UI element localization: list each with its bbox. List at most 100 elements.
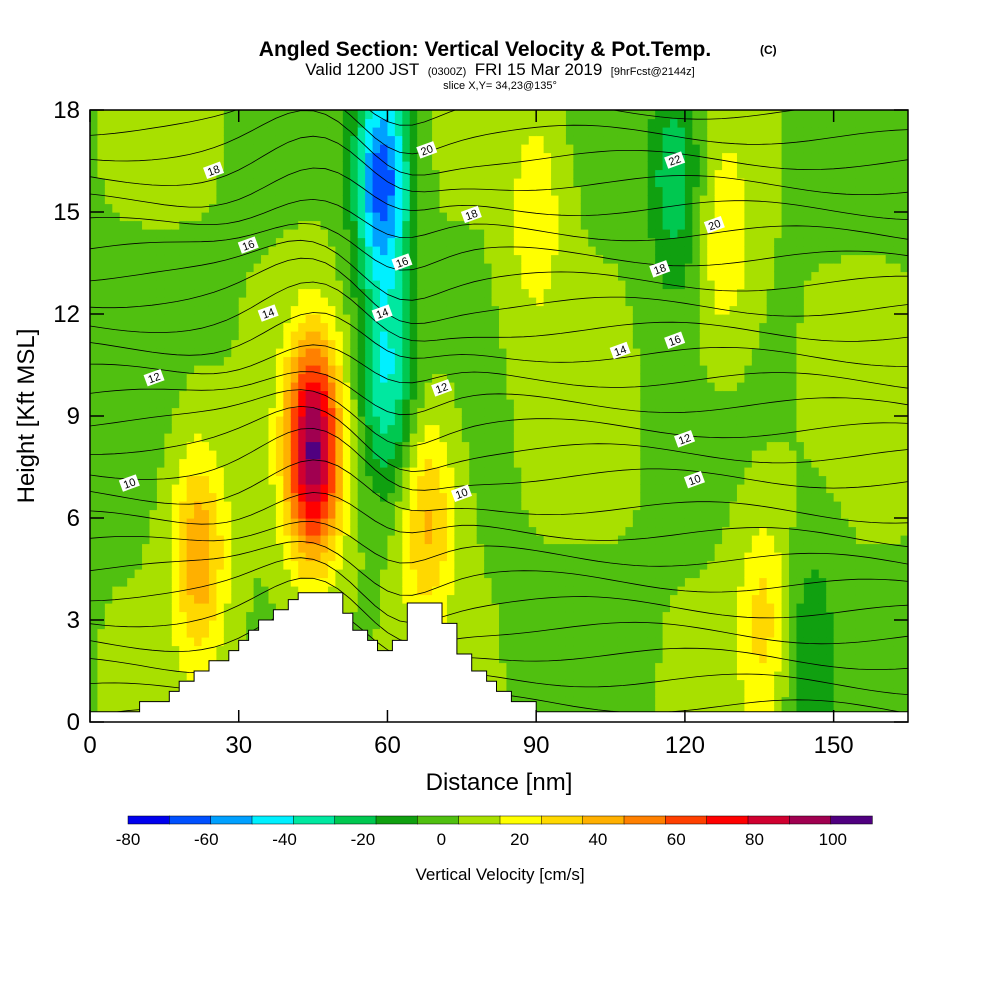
field-cell	[275, 169, 284, 179]
field-cell	[171, 186, 180, 196]
field-cell	[261, 118, 270, 128]
field-cell	[365, 246, 374, 256]
field-cell	[417, 229, 426, 239]
field-cell	[149, 535, 158, 545]
field-cell	[97, 688, 106, 698]
field-cell	[506, 186, 515, 196]
field-cell	[208, 552, 218, 562]
field-cell	[476, 628, 485, 638]
field-cell	[171, 594, 180, 604]
field-cell	[454, 458, 463, 468]
field-cell	[127, 314, 136, 324]
field-cell	[521, 356, 530, 366]
field-cell	[543, 433, 552, 443]
field-cell	[238, 305, 247, 315]
field-cell	[543, 195, 552, 205]
field-cell	[417, 339, 426, 349]
field-cell	[201, 339, 210, 349]
field-cell	[565, 220, 574, 230]
field-cell	[320, 373, 329, 383]
field-cell	[446, 220, 455, 230]
field-cell	[513, 280, 522, 290]
field-cell	[231, 509, 240, 519]
field-cell	[387, 433, 396, 443]
field-cell	[387, 322, 396, 332]
field-cell	[558, 475, 567, 485]
field-cell	[112, 169, 121, 179]
field-cell	[365, 424, 374, 434]
field-cell	[342, 237, 351, 247]
field-cell	[402, 263, 411, 273]
field-cell	[156, 339, 165, 349]
field-cell	[350, 348, 359, 358]
field-cell	[372, 271, 381, 281]
field-cell	[432, 492, 441, 502]
field-cell	[499, 450, 508, 460]
field-cell	[484, 144, 493, 154]
field-cell	[424, 220, 433, 230]
field-cell	[290, 501, 299, 511]
field-cell	[335, 492, 344, 502]
field-cell	[536, 467, 545, 477]
field-cell	[573, 603, 582, 613]
field-cell	[335, 280, 344, 290]
field-cell	[357, 475, 366, 485]
field-cell	[417, 433, 426, 443]
field-cell	[320, 297, 329, 307]
field-cell	[231, 169, 240, 179]
field-cell	[513, 475, 522, 485]
field-cell	[454, 322, 463, 332]
field-cell	[588, 526, 597, 536]
field-cell	[97, 441, 106, 451]
field-cell	[261, 365, 270, 375]
field-cell	[461, 237, 470, 247]
field-cell	[461, 348, 470, 358]
field-cell	[305, 441, 314, 451]
field-cell	[171, 611, 180, 621]
field-cell	[90, 297, 99, 307]
field-cell	[595, 373, 604, 383]
field-cell	[335, 509, 344, 519]
field-cell	[484, 178, 493, 188]
field-cell	[528, 169, 537, 179]
field-cell	[290, 552, 299, 562]
field-cell	[127, 637, 136, 647]
field-cell	[565, 203, 574, 213]
field-cell	[588, 705, 597, 715]
field-cell	[186, 603, 195, 613]
field-cell	[149, 178, 158, 188]
field-cell	[528, 373, 537, 383]
field-cell	[417, 535, 426, 545]
field-cell	[461, 280, 470, 290]
field-cell	[499, 186, 508, 196]
field-cell	[97, 671, 106, 681]
field-cell	[327, 492, 336, 502]
field-cell	[521, 654, 530, 664]
field-cell	[253, 475, 262, 485]
field-cell	[439, 263, 448, 273]
field-cell	[112, 696, 121, 706]
field-cell	[513, 195, 522, 205]
field-cell	[342, 569, 351, 579]
field-cell	[565, 110, 574, 120]
field-cell	[231, 475, 240, 485]
field-cell	[164, 161, 173, 171]
field-cell	[565, 118, 574, 128]
field-cell	[246, 535, 255, 545]
field-cell	[156, 484, 165, 494]
field-cell	[305, 135, 314, 145]
field-cell	[461, 203, 470, 213]
field-cell	[90, 518, 99, 528]
field-cell	[201, 348, 210, 358]
field-cell	[387, 467, 396, 477]
field-cell	[97, 127, 106, 137]
field-cell	[417, 424, 426, 434]
field-cell	[595, 356, 604, 366]
field-cell	[186, 263, 195, 273]
field-cell	[164, 611, 173, 621]
field-cell	[194, 144, 203, 154]
field-cell	[558, 654, 567, 664]
field-cell	[112, 645, 121, 655]
field-cell	[156, 169, 165, 179]
field-cell	[484, 152, 493, 162]
